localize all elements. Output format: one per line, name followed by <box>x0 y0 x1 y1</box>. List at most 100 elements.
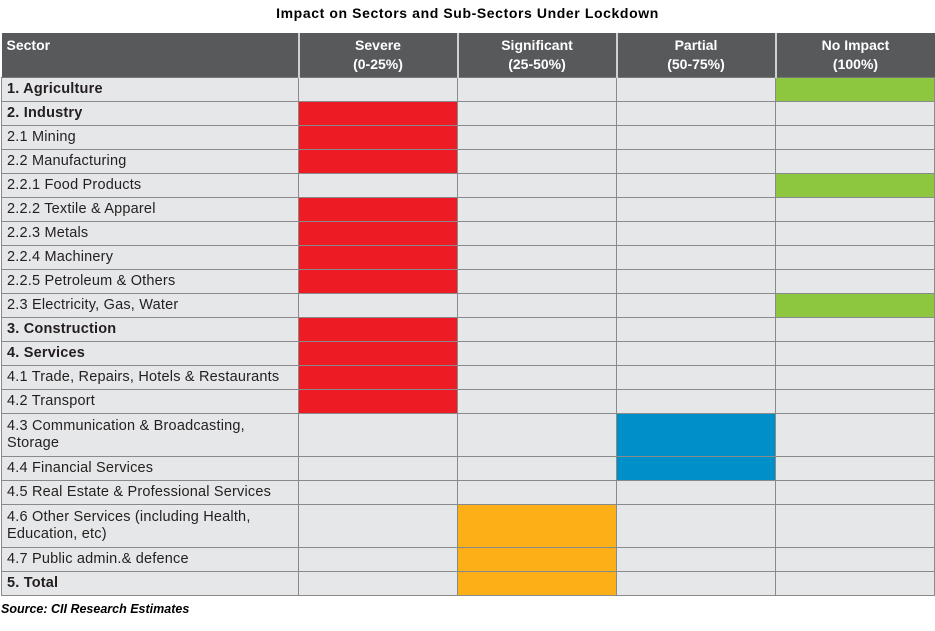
sector-label: 2.3 Electricity, Gas, Water <box>1 293 299 318</box>
impact-cell-severe <box>298 149 458 174</box>
table-row: 4.2 Transport <box>1 389 935 414</box>
table-row: 2.2.5 Petroleum & Others <box>1 269 935 294</box>
impact-cell-significant <box>457 197 617 222</box>
table-row: 2. Industry <box>1 101 935 126</box>
header-partial: Partial (50-75%) <box>615 33 776 78</box>
sector-label: 4.4 Financial Services <box>1 456 299 481</box>
impact-cell-significant <box>457 173 617 198</box>
table-row: 2.2 Manufacturing <box>1 149 935 174</box>
impact-cell-partial <box>616 173 776 198</box>
impact-cell-significant <box>457 101 617 126</box>
impact-cell-no-impact <box>775 413 935 457</box>
impact-cell-partial <box>616 221 776 246</box>
sector-label: 4.5 Real Estate & Professional Services <box>1 480 299 505</box>
impact-cell-no-impact <box>775 365 935 390</box>
header-no-impact: No Impact (100%) <box>774 33 935 78</box>
sector-label: 1. Agriculture <box>1 77 299 102</box>
header-sector: Sector <box>1 33 299 78</box>
impact-cell-severe <box>298 245 458 270</box>
impact-cell-significant <box>457 413 617 457</box>
impact-cell-significant <box>457 480 617 505</box>
impact-cell-significant <box>457 293 617 318</box>
impact-cell-no-impact <box>775 341 935 366</box>
impact-cell-severe <box>298 173 458 198</box>
impact-cell-severe <box>298 571 458 596</box>
table-row: 5. Total <box>1 571 935 596</box>
impact-cell-partial <box>616 197 776 222</box>
impact-cell-partial <box>616 389 776 414</box>
impact-cell-significant <box>457 125 617 150</box>
impact-cell-partial <box>616 341 776 366</box>
impact-cell-significant <box>457 317 617 342</box>
impact-cell-no-impact <box>775 317 935 342</box>
impact-cell-severe <box>298 317 458 342</box>
sector-label: 4.7 Public admin.& defence <box>1 547 299 572</box>
impact-cell-severe <box>298 365 458 390</box>
sector-label: 2.2.3 Metals <box>1 221 299 246</box>
sector-label: 4.6 Other Services (including Health, Ed… <box>1 504 299 548</box>
table-row: 2.2.2 Textile & Apparel <box>1 197 935 222</box>
sector-label: 3. Construction <box>1 317 299 342</box>
sector-label: 4.2 Transport <box>1 389 299 414</box>
table-row: 2.2.4 Machinery <box>1 245 935 270</box>
sector-label: 2.2 Manufacturing <box>1 149 299 174</box>
impact-cell-severe <box>298 221 458 246</box>
impact-cell-no-impact <box>775 389 935 414</box>
impact-cell-partial <box>616 456 776 481</box>
table-row: 2.3 Electricity, Gas, Water <box>1 293 935 318</box>
sector-label: 2.2.5 Petroleum & Others <box>1 269 299 294</box>
impact-cell-partial <box>616 480 776 505</box>
impact-cell-significant <box>457 571 617 596</box>
table-row: 3. Construction <box>1 317 935 342</box>
table-row: 4. Services <box>1 341 935 366</box>
impact-cell-significant <box>457 269 617 294</box>
impact-cell-severe <box>298 341 458 366</box>
impact-cell-no-impact <box>775 173 935 198</box>
header-significant: Significant (25-50%) <box>456 33 617 78</box>
impact-cell-no-impact <box>775 197 935 222</box>
impact-cell-partial <box>616 77 776 102</box>
impact-cell-no-impact <box>775 101 935 126</box>
impact-cell-severe <box>298 389 458 414</box>
impact-table: Sector Severe (0-25%) Significant (25-50%)… <box>1 33 935 596</box>
sector-label: 4. Services <box>1 341 299 366</box>
table-row: 2.2.1 Food Products <box>1 173 935 198</box>
impact-cell-significant <box>457 389 617 414</box>
impact-cell-no-impact <box>775 125 935 150</box>
table-row: 2.1 Mining <box>1 125 935 150</box>
impact-cell-severe <box>298 504 458 548</box>
impact-cell-severe <box>298 456 458 481</box>
sector-label: 5. Total <box>1 571 299 596</box>
sector-label: 2.2.4 Machinery <box>1 245 299 270</box>
impact-cell-partial <box>616 269 776 294</box>
impact-cell-partial <box>616 245 776 270</box>
impact-cell-severe <box>298 197 458 222</box>
impact-cell-no-impact <box>775 547 935 572</box>
impact-cell-severe <box>298 77 458 102</box>
impact-cell-partial <box>616 413 776 457</box>
sector-label: 2.1 Mining <box>1 125 299 150</box>
sector-label: 4.1 Trade, Repairs, Hotels & Restaurants <box>1 365 299 390</box>
sector-label: 2. Industry <box>1 101 299 126</box>
impact-cell-severe <box>298 101 458 126</box>
impact-cell-no-impact <box>775 77 935 102</box>
table-row: 4.7 Public admin.& defence <box>1 547 935 572</box>
impact-cell-partial <box>616 571 776 596</box>
impact-cell-severe <box>298 125 458 150</box>
impact-cell-significant <box>457 221 617 246</box>
impact-cell-significant <box>457 547 617 572</box>
impact-cell-significant <box>457 77 617 102</box>
impact-cell-severe <box>298 547 458 572</box>
impact-cell-partial <box>616 101 776 126</box>
impact-cell-no-impact <box>775 456 935 481</box>
impact-cell-no-impact <box>775 293 935 318</box>
impact-cell-partial <box>616 365 776 390</box>
impact-cell-significant <box>457 504 617 548</box>
header-row: Sector Severe (0-25%) Significant (25-50%)… <box>1 33 935 78</box>
impact-cell-partial <box>616 293 776 318</box>
impact-cell-significant <box>457 149 617 174</box>
sector-label: 2.2.1 Food Products <box>1 173 299 198</box>
table-row: 4.4 Financial Services <box>1 456 935 481</box>
impact-cell-severe <box>298 293 458 318</box>
impact-cell-partial <box>616 547 776 572</box>
